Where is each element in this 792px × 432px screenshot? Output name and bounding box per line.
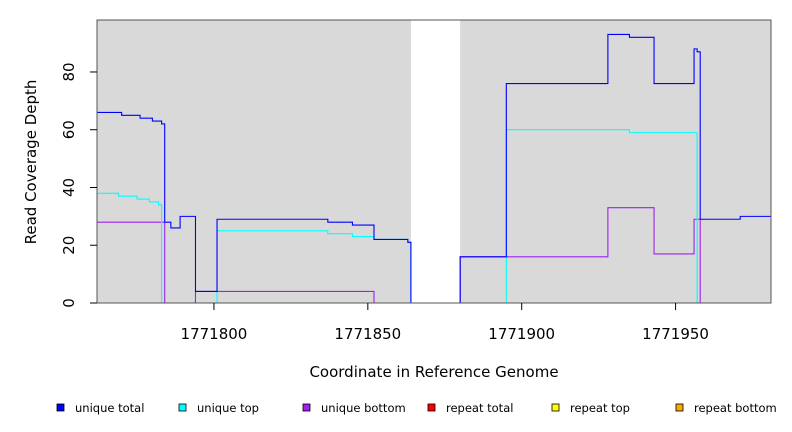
y-tick-label: 80 bbox=[60, 62, 78, 81]
legend-swatch-unique-total bbox=[56, 403, 65, 412]
y-axis-label: Read Coverage Depth bbox=[22, 80, 40, 245]
plot-background bbox=[97, 20, 771, 303]
y-tick-label: 0 bbox=[60, 298, 78, 308]
y-tick-label: 20 bbox=[60, 236, 78, 255]
legend-label-unique-bottom: unique bottom bbox=[321, 401, 406, 415]
legend-label-repeat-bottom: repeat bottom bbox=[694, 401, 777, 415]
legend-swatch-unique-top bbox=[178, 403, 187, 412]
shaded-region-1 bbox=[460, 20, 771, 303]
x-axis: 1771800 1771850 1771900 1771950 bbox=[181, 303, 709, 343]
x-tick-label: 1771950 bbox=[642, 325, 709, 343]
legend: unique total unique top unique bottom repea… bbox=[56, 401, 777, 415]
x-tick-label: 1771850 bbox=[334, 325, 401, 343]
y-axis: 0 20 40 60 80 bbox=[60, 62, 97, 308]
legend-label-repeat-top: repeat top bbox=[570, 401, 630, 415]
legend-swatch-repeat-total bbox=[427, 403, 436, 412]
legend-label-unique-top: unique top bbox=[197, 401, 259, 415]
legend-swatch-repeat-top bbox=[551, 403, 560, 412]
series-line-unique-total bbox=[97, 33, 771, 304]
x-tick-label: 1771800 bbox=[181, 325, 248, 343]
legend-swatch-unique-bottom bbox=[302, 403, 311, 412]
shaded-region-0 bbox=[97, 20, 411, 303]
x-axis-label: Coordinate in Reference Genome bbox=[309, 363, 558, 381]
series-line-unique-top bbox=[97, 129, 771, 304]
legend-swatch-repeat-bottom bbox=[675, 403, 684, 412]
legend-label-unique-total: unique total bbox=[75, 401, 144, 415]
y-tick-label: 60 bbox=[60, 120, 78, 139]
y-tick-label: 40 bbox=[60, 178, 78, 197]
legend-label-repeat-total: repeat total bbox=[446, 401, 513, 415]
plot-frame bbox=[96, 19, 772, 304]
x-tick-label: 1771900 bbox=[488, 325, 555, 343]
